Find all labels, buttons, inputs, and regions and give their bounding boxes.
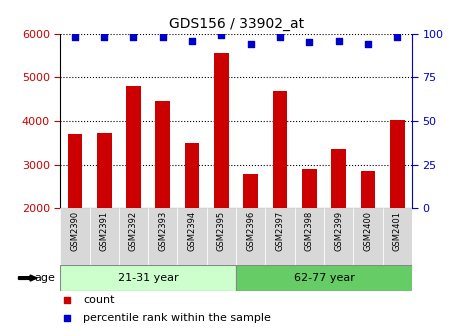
Text: GSM2393: GSM2393	[158, 211, 167, 251]
Bar	[148, 208, 177, 265]
Point	[130, 34, 137, 40]
Bar	[236, 265, 412, 291]
Text: GSM2397: GSM2397	[275, 211, 285, 251]
Point	[306, 40, 313, 45]
Point	[364, 41, 372, 47]
Point	[63, 297, 71, 302]
Text: GSM2398: GSM2398	[305, 211, 314, 251]
Bar	[156, 101, 170, 208]
Point	[247, 41, 255, 47]
Bar	[177, 208, 207, 265]
Bar	[383, 208, 412, 265]
Text: 21-31 year: 21-31 year	[118, 273, 178, 283]
Bar	[97, 133, 112, 208]
Text: GSM2396: GSM2396	[246, 211, 255, 251]
Bar	[207, 208, 236, 265]
Bar	[60, 265, 236, 291]
Bar	[60, 208, 89, 265]
Bar	[324, 208, 353, 265]
Point	[100, 34, 108, 40]
Bar	[265, 208, 295, 265]
Point	[394, 34, 401, 40]
Bar	[89, 208, 119, 265]
Bar	[68, 134, 82, 208]
Bar	[302, 169, 317, 208]
Bar	[390, 120, 405, 208]
Text: GSM2395: GSM2395	[217, 211, 226, 251]
Point	[218, 33, 225, 38]
Bar	[353, 208, 383, 265]
Text: GSM2399: GSM2399	[334, 211, 343, 251]
Text: GSM2401: GSM2401	[393, 211, 402, 251]
Point	[159, 34, 167, 40]
Text: GSM2391: GSM2391	[100, 211, 109, 251]
Bar	[332, 149, 346, 208]
Point	[188, 38, 196, 43]
Text: GSM2394: GSM2394	[188, 211, 197, 251]
Bar	[236, 208, 265, 265]
Text: percentile rank within the sample: percentile rank within the sample	[83, 313, 271, 323]
Bar	[273, 91, 288, 208]
Text: GSM2390: GSM2390	[70, 211, 79, 251]
Bar	[119, 208, 148, 265]
Bar	[295, 208, 324, 265]
Bar	[126, 86, 141, 208]
Bar	[185, 143, 200, 208]
Point	[63, 315, 71, 320]
Bar	[244, 174, 258, 208]
Point	[276, 34, 284, 40]
Text: age: age	[35, 273, 56, 283]
Text: 62-77 year: 62-77 year	[294, 273, 355, 283]
Text: count: count	[83, 295, 114, 305]
Text: GSM2400: GSM2400	[363, 211, 373, 251]
Bar	[214, 53, 229, 208]
Bar	[361, 171, 375, 208]
Point	[335, 38, 343, 43]
Point	[71, 34, 79, 40]
Title: GDS156 / 33902_at: GDS156 / 33902_at	[169, 17, 304, 31]
Text: GSM2392: GSM2392	[129, 211, 138, 251]
